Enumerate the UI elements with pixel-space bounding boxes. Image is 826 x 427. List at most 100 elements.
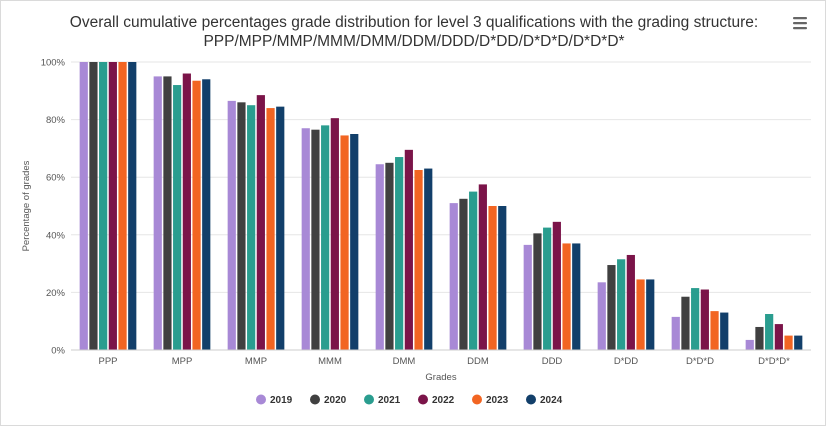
y-tick-label: 20% (46, 288, 66, 299)
bar-D*DD-2020[interactable] (607, 265, 616, 350)
bar-PPP-2023[interactable] (118, 62, 127, 350)
bar-DDM-2019[interactable] (449, 203, 458, 350)
legend-label: 2022 (432, 395, 455, 406)
chart-title-line-2: PPP/MPP/MMP/MMM/DMM/DDM/DDD/D*DD/D*D*D/D… (203, 33, 624, 50)
bar-D*D*D*-2021[interactable] (765, 314, 774, 350)
bar-MPP-2023[interactable] (192, 80, 201, 350)
bar-DDD-2022[interactable] (552, 221, 561, 350)
legend-label: 2019 (270, 395, 293, 406)
bar-DMM-2022[interactable] (404, 149, 413, 350)
legend-label: 2020 (324, 395, 347, 406)
x-tick-label: DMM (393, 356, 416, 367)
x-tick-label: PPP (98, 356, 117, 367)
y-tick-label: 100% (41, 58, 66, 69)
bar-D*D*D-2022[interactable] (700, 289, 709, 350)
legend-marker (364, 394, 374, 405)
x-tick-label: D*DD (614, 356, 638, 367)
legend-item-2022[interactable]: 2022 (418, 394, 455, 407)
bar-MMM-2021[interactable] (321, 125, 330, 350)
bar-D*DD-2022[interactable] (626, 254, 635, 350)
bar-MMP-2019[interactable] (227, 100, 236, 350)
legend-marker (526, 394, 536, 405)
bar-DDM-2020[interactable] (459, 198, 468, 350)
grid-lines (71, 61, 811, 293)
legend-marker (256, 394, 266, 405)
legend-marker (472, 394, 482, 405)
bar-D*DD-2024[interactable] (646, 279, 655, 350)
bar-MMM-2023[interactable] (340, 135, 349, 350)
bar-DDD-2020[interactable] (533, 233, 542, 350)
legend-item-2024[interactable]: 2024 (526, 394, 563, 407)
x-tick-label: MMP (245, 356, 267, 367)
bar-DDM-2021[interactable] (469, 191, 478, 350)
bar-MPP-2021[interactable] (173, 85, 182, 350)
bar-MMP-2023[interactable] (266, 108, 275, 350)
bar-PPP-2022[interactable] (108, 62, 117, 350)
chart-title: Overall cumulative percentages grade dis… (70, 14, 758, 50)
bar-D*D*D*-2019[interactable] (745, 339, 754, 350)
bar-MPP-2019[interactable] (153, 76, 162, 351)
bar-MPP-2022[interactable] (182, 73, 191, 351)
bar-DDD-2019[interactable] (523, 244, 532, 350)
x-axis-title: Grades (425, 372, 456, 383)
bar-D*D*D*-2022[interactable] (774, 324, 783, 350)
hamburger-menu-icon[interactable] (789, 13, 811, 33)
bar-DMM-2020[interactable] (385, 162, 394, 350)
bar-MPP-2024[interactable] (202, 79, 211, 350)
bar-MMM-2020[interactable] (311, 129, 320, 350)
bar-MMP-2022[interactable] (256, 95, 265, 351)
bar-MMP-2021[interactable] (247, 105, 256, 350)
bar-MPP-2020[interactable] (163, 76, 172, 351)
legend-item-2019[interactable]: 2019 (256, 394, 293, 407)
chart-title-line-1: Overall cumulative percentages grade dis… (70, 14, 758, 31)
legend-label: 2023 (486, 395, 509, 406)
bar-D*DD-2019[interactable] (597, 282, 606, 350)
bars (79, 62, 803, 351)
bar-MMM-2019[interactable] (301, 128, 310, 350)
bar-PPP-2020[interactable] (89, 62, 98, 350)
bar-D*D*D*-2024[interactable] (794, 335, 803, 350)
y-tick-label: 0% (51, 346, 65, 357)
legend-item-2020[interactable]: 2020 (310, 394, 347, 407)
x-tick-label: MPP (172, 356, 193, 367)
bar-D*DD-2021[interactable] (617, 259, 626, 350)
y-axis-title: Percentage of grades (21, 160, 32, 251)
bar-PPP-2019[interactable] (79, 62, 88, 350)
bar-MMP-2020[interactable] (237, 102, 246, 350)
legend-label: 2021 (378, 395, 401, 406)
bar-D*DD-2023[interactable] (636, 279, 645, 350)
bar-DDM-2022[interactable] (478, 184, 487, 350)
bar-DMM-2024[interactable] (424, 168, 433, 350)
bar-MMM-2024[interactable] (350, 134, 359, 350)
bar-D*D*D*-2023[interactable] (784, 335, 793, 350)
x-tick-label: D*D*D* (758, 356, 790, 367)
bar-MMP-2024[interactable] (276, 106, 285, 350)
legend-item-2023[interactable]: 2023 (472, 394, 509, 407)
bar-D*D*D-2024[interactable] (720, 312, 729, 350)
y-axis-ticks: 0% 20% 40% 60% 80% 100% (41, 58, 66, 357)
bar-DMM-2021[interactable] (395, 157, 404, 350)
legend-item-2021[interactable]: 2021 (364, 394, 401, 407)
bar-DDM-2023[interactable] (488, 206, 497, 350)
legend-label: 2024 (540, 395, 563, 406)
legend-marker (418, 394, 428, 405)
bar-D*D*D-2023[interactable] (710, 311, 719, 350)
bar-PPP-2021[interactable] (99, 62, 108, 350)
bar-PPP-2024[interactable] (128, 62, 137, 350)
bar-DMM-2019[interactable] (375, 164, 384, 350)
bar-D*D*D-2019[interactable] (671, 316, 680, 350)
bar-DDD-2021[interactable] (543, 227, 552, 350)
x-axis-ticks: PPP MPP MMP MMM DMM DDM DDD D*DD D*D*D D*D*D* (98, 356, 790, 367)
bar-DDD-2024[interactable] (572, 243, 581, 350)
legend-marker (310, 394, 320, 405)
bar-D*D*D*-2020[interactable] (755, 326, 764, 350)
legend: 2019 2020 2021 2022 2023 2024 (256, 394, 563, 407)
bar-D*D*D-2020[interactable] (681, 296, 690, 350)
bar-DDD-2023[interactable] (562, 243, 571, 350)
bar-DDM-2024[interactable] (498, 206, 507, 350)
bar-D*D*D-2021[interactable] (691, 288, 700, 350)
bar-DMM-2023[interactable] (414, 170, 423, 350)
bar-MMM-2022[interactable] (330, 118, 339, 350)
